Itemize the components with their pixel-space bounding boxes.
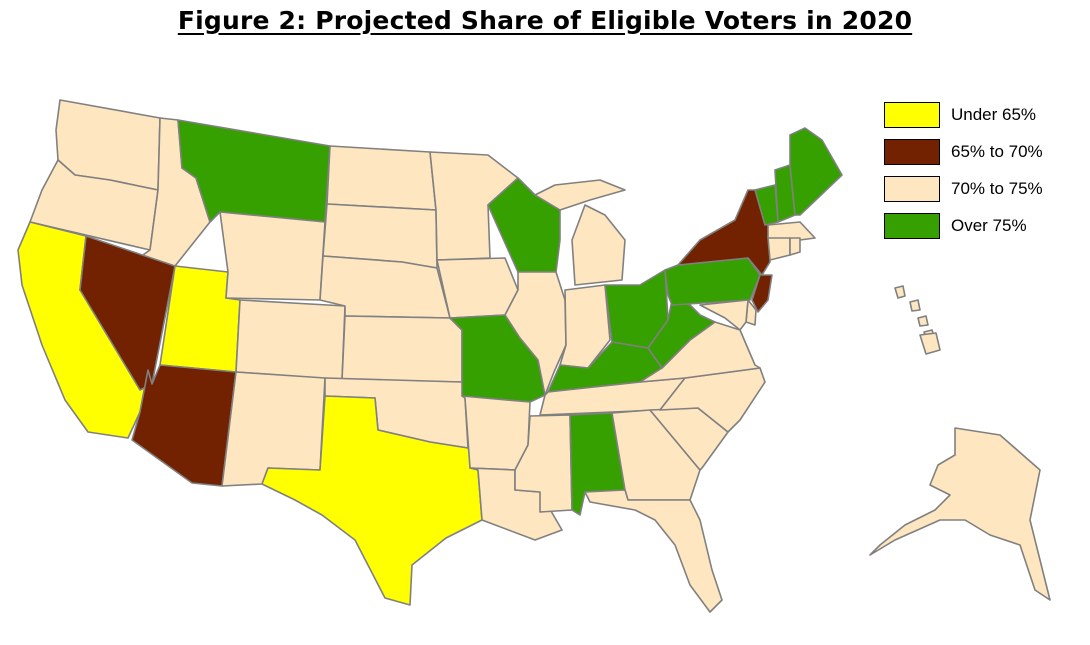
state-colorado [235, 299, 346, 381]
state-michigan [571, 204, 626, 286]
state-hawaii [919, 332, 941, 355]
legend-label: Under 65% [951, 105, 1037, 124]
state-michigan-upper [534, 179, 626, 211]
state-maryland [699, 299, 749, 331]
state-wyoming [219, 211, 326, 301]
state-maine [789, 127, 843, 216]
state-arkansas [461, 395, 531, 471]
state-arizona [131, 364, 237, 487]
state-texas [261, 395, 483, 606]
map-title: Figure 2: Projected Share of Eligible Vo… [177, 6, 913, 35]
legend-swatch-70-to-75 [884, 176, 940, 202]
state-west-virginia [647, 299, 716, 369]
legend-swatch-over-75 [884, 213, 940, 239]
state-connecticut [767, 237, 791, 261]
state-iowa [436, 257, 519, 319]
state-north-dakota [326, 145, 437, 211]
state-alaska [869, 427, 1051, 601]
legend-label: Over 75% [951, 216, 1027, 235]
legend-swatch-under-65 [884, 102, 940, 128]
state-new-jersey [751, 274, 773, 313]
state-hawaii [917, 315, 929, 327]
state-minnesota [429, 151, 519, 261]
state-hawaii [909, 299, 921, 312]
state-rhode-island [789, 237, 801, 256]
state-florida [584, 489, 723, 613]
state-hawaii [894, 285, 906, 299]
legend-label: 70% to 75% [951, 179, 1043, 198]
legend-label: 65% to 70% [951, 142, 1043, 161]
legend-swatch-65-to-70 [884, 139, 940, 165]
state-massachusetts [767, 221, 816, 241]
state-kansas [341, 315, 463, 383]
